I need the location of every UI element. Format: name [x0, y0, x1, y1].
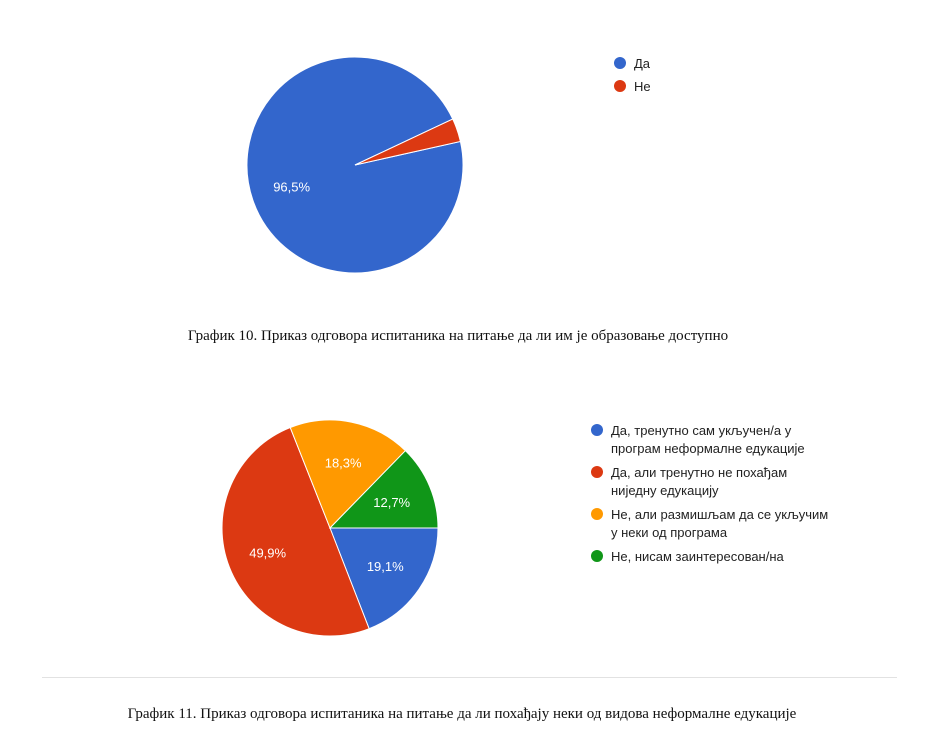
legend-item-1: Да: [614, 55, 651, 73]
legend-swatch: [591, 550, 603, 562]
pie-slice-2: [354, 118, 461, 166]
legend-label: Да, али тренутно не похађам ниједну едука…: [611, 465, 788, 498]
legend-label: Не, нисам заинтересован/на: [611, 549, 784, 564]
chart-11-caption: График 11. Приказ одговора испитаника на…: [127, 706, 797, 722]
slice-value-label-1: 19,1%: [367, 559, 404, 574]
legend-item-4: Не, нисам заинтересован/на: [591, 548, 881, 566]
pie-chart-2-svg: 19,1% 49,9% 18,3% 12,7%: [221, 419, 439, 637]
legend-swatch: [614, 57, 626, 69]
pie-slice-1: [329, 527, 439, 630]
legend-swatch: [591, 424, 603, 436]
divider: [42, 677, 897, 678]
slice-value-label-3: 18,3%: [325, 455, 362, 470]
pie-slice-3: [289, 419, 407, 529]
legend-label: Да: [634, 56, 651, 71]
slice-value-label-2: 49,9%: [249, 545, 286, 560]
legend-item-1: Да, тренутно сам укључен/а у програм нефо…: [591, 422, 881, 458]
legend-swatch: [591, 466, 603, 478]
legend-item-3: Не, али размишљам да се укључим у неки од…: [591, 506, 881, 542]
legend-item-2: Да, али тренутно не похађам ниједну едука…: [591, 464, 881, 500]
chart-10-caption: График 10. Приказ одговора испитаника на…: [187, 328, 729, 344]
legend-item-2: Не: [614, 78, 651, 96]
legend-label: Не: [634, 79, 651, 94]
pie-chart-1-svg: 96,5%: [246, 56, 464, 274]
legend-chart-2: Да, тренутно сам укључен/а у програм нефо…: [591, 422, 881, 572]
legend-label: Да, тренутно сам укључен/а у програм нефо…: [611, 423, 805, 456]
pie-slice-4: [328, 449, 439, 529]
pie-slice-2: [221, 426, 370, 637]
slice-value-label-4: 12,7%: [373, 495, 410, 510]
pie-chart-education-access: 96,5% Да Не: [0, 0, 940, 310]
legend-swatch: [614, 80, 626, 92]
legend-swatch: [591, 508, 603, 520]
slice-value-label-1: 96,5%: [273, 180, 310, 195]
pie-chart-nonformal-education: 19,1% 49,9% 18,3% 12,7% Да, тренутно сам ук…: [0, 390, 940, 670]
legend-label: Не, али размишљам да се укључим у неки од…: [611, 507, 829, 540]
legend-chart-1: Да Не: [614, 55, 651, 101]
